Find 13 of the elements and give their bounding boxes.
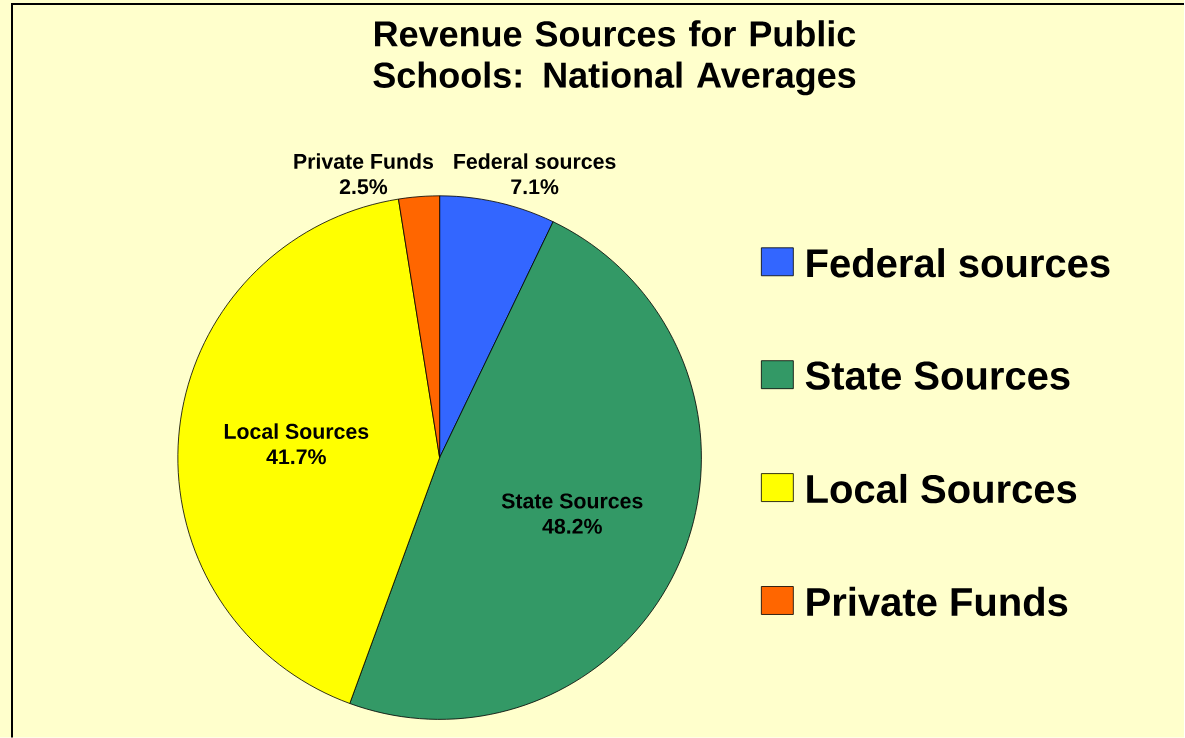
slice-label: Local Sources — [224, 423, 369, 439]
data-label: 48.2% — [542, 518, 602, 534]
legend-label: Local Sources — [807, 473, 1077, 504]
slice-label: Private Funds — [294, 153, 433, 169]
slice-label: Federal sources — [454, 153, 616, 169]
slice-label: State Sources — [501, 493, 643, 509]
legend-label: State Sources — [805, 361, 1070, 390]
legend-label: Federal sources — [807, 247, 1110, 278]
legend-label: Private Funds — [807, 586, 1068, 616]
chart-title: Revenue Sources for Public Schools: National Averages — [373, 20, 856, 96]
data-label: 41.7% — [266, 449, 326, 465]
data-label: 7.1% — [511, 179, 559, 195]
data-label: 2.5% — [339, 178, 388, 195]
